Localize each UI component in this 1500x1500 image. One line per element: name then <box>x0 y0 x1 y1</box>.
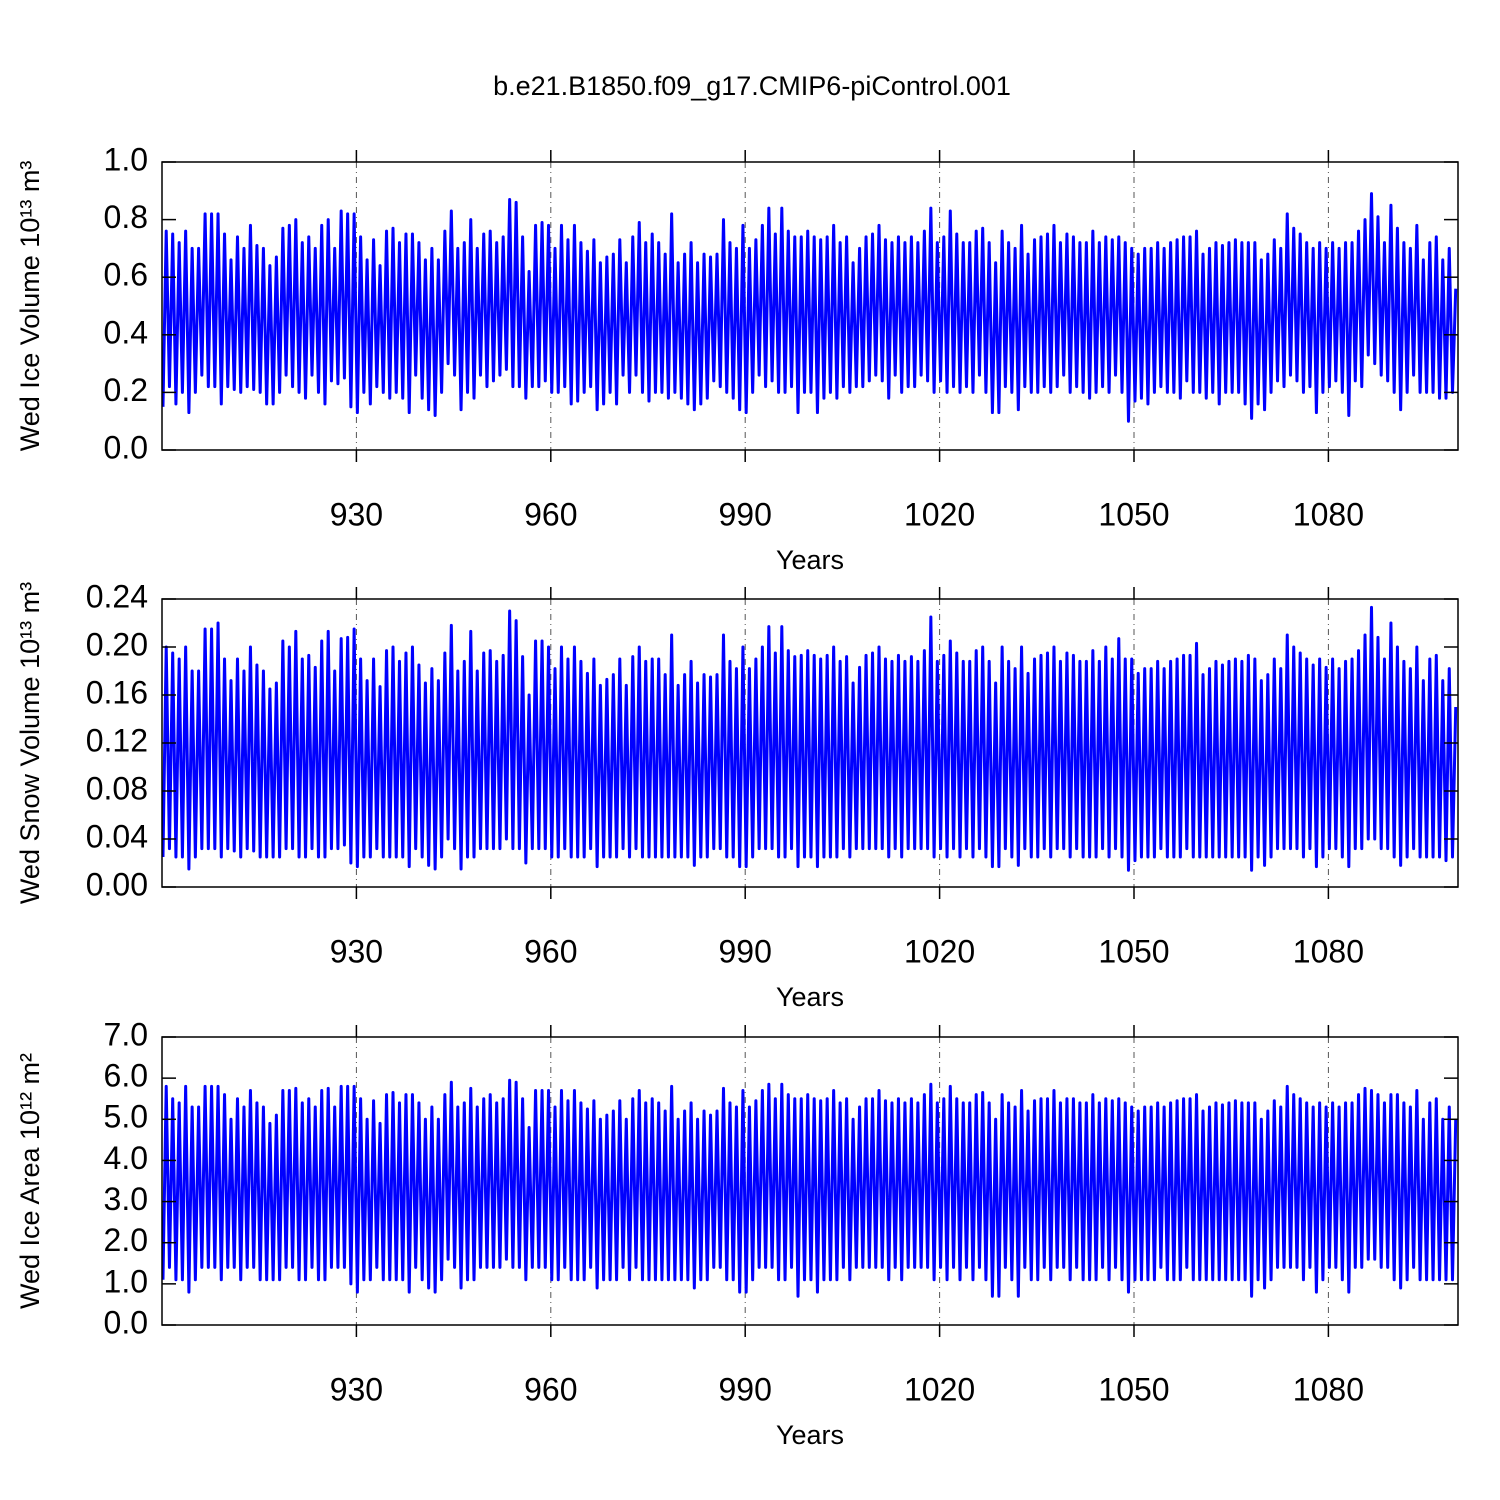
y-tick-label: 5.0 <box>104 1099 148 1135</box>
y-tick-label: 0.0 <box>104 429 148 465</box>
x-tick-label: 1080 <box>1293 1371 1364 1407</box>
x-tick-label: 990 <box>719 496 772 532</box>
y-tick-label: 0.04 <box>86 818 148 854</box>
y-tick-label: 4.0 <box>104 1140 148 1176</box>
y-axis-label: Wed Ice Area 10¹² m² <box>15 1053 45 1309</box>
data-line <box>161 192 1458 423</box>
x-tick-label: 960 <box>524 496 577 532</box>
x-tick-label: 990 <box>719 1371 772 1407</box>
data-line <box>161 605 1458 872</box>
x-tick-label: 930 <box>330 1371 383 1407</box>
x-tick-label: 930 <box>330 496 383 532</box>
y-tick-label: 3.0 <box>104 1181 148 1217</box>
y-tick-label: 0.08 <box>86 770 148 806</box>
x-tick-label: 960 <box>524 1371 577 1407</box>
y-tick-label: 0.24 <box>86 578 148 614</box>
x-tick-label: 1050 <box>1098 933 1169 969</box>
y-tick-label: 6.0 <box>104 1058 148 1094</box>
y-tick-label: 0.8 <box>104 199 148 235</box>
y-tick-label: 0.2 <box>104 372 148 408</box>
y-tick-label: 2.0 <box>104 1222 148 1258</box>
x-tick-label: 1080 <box>1293 496 1364 532</box>
y-tick-label: 1.0 <box>104 1263 148 1299</box>
y-tick-label: 0.20 <box>86 626 148 662</box>
y-axis-label: Wed Snow Volume 10¹³ m³ <box>15 582 45 904</box>
y-tick-label: 0.16 <box>86 674 148 710</box>
x-axis-label: Years <box>776 545 844 575</box>
y-tick-label: 0.00 <box>86 866 148 902</box>
y-tick-label: 0.12 <box>86 722 148 758</box>
y-tick-label: 7.0 <box>104 1016 148 1052</box>
plot-frame <box>161 1036 1459 1326</box>
x-tick-label: 1020 <box>904 933 975 969</box>
y-tick-label: 0.4 <box>104 314 148 350</box>
x-tick-label: 990 <box>719 933 772 969</box>
x-tick-label: 1020 <box>904 496 975 532</box>
x-tick-label: 1050 <box>1098 496 1169 532</box>
y-tick-label: 1.0 <box>104 141 148 177</box>
y-axis-label: Wed Ice Volume 10¹³ m³ <box>15 161 45 452</box>
data-line <box>161 1078 1458 1298</box>
x-tick-label: 1020 <box>904 1371 975 1407</box>
x-tick-label: 1050 <box>1098 1371 1169 1407</box>
y-tick-label: 0.6 <box>104 257 148 293</box>
y-tick-label: 0.0 <box>104 1304 148 1340</box>
x-axis-label: Years <box>776 1420 844 1450</box>
plot-frame <box>161 161 1459 451</box>
chart-title: b.e21.B1850.f09_g17.CMIP6-piControl.001 <box>493 71 1011 101</box>
x-tick-label: 1080 <box>1293 933 1364 969</box>
x-tick-label: 930 <box>330 933 383 969</box>
x-tick-label: 960 <box>524 933 577 969</box>
x-axis-label: Years <box>776 982 844 1012</box>
